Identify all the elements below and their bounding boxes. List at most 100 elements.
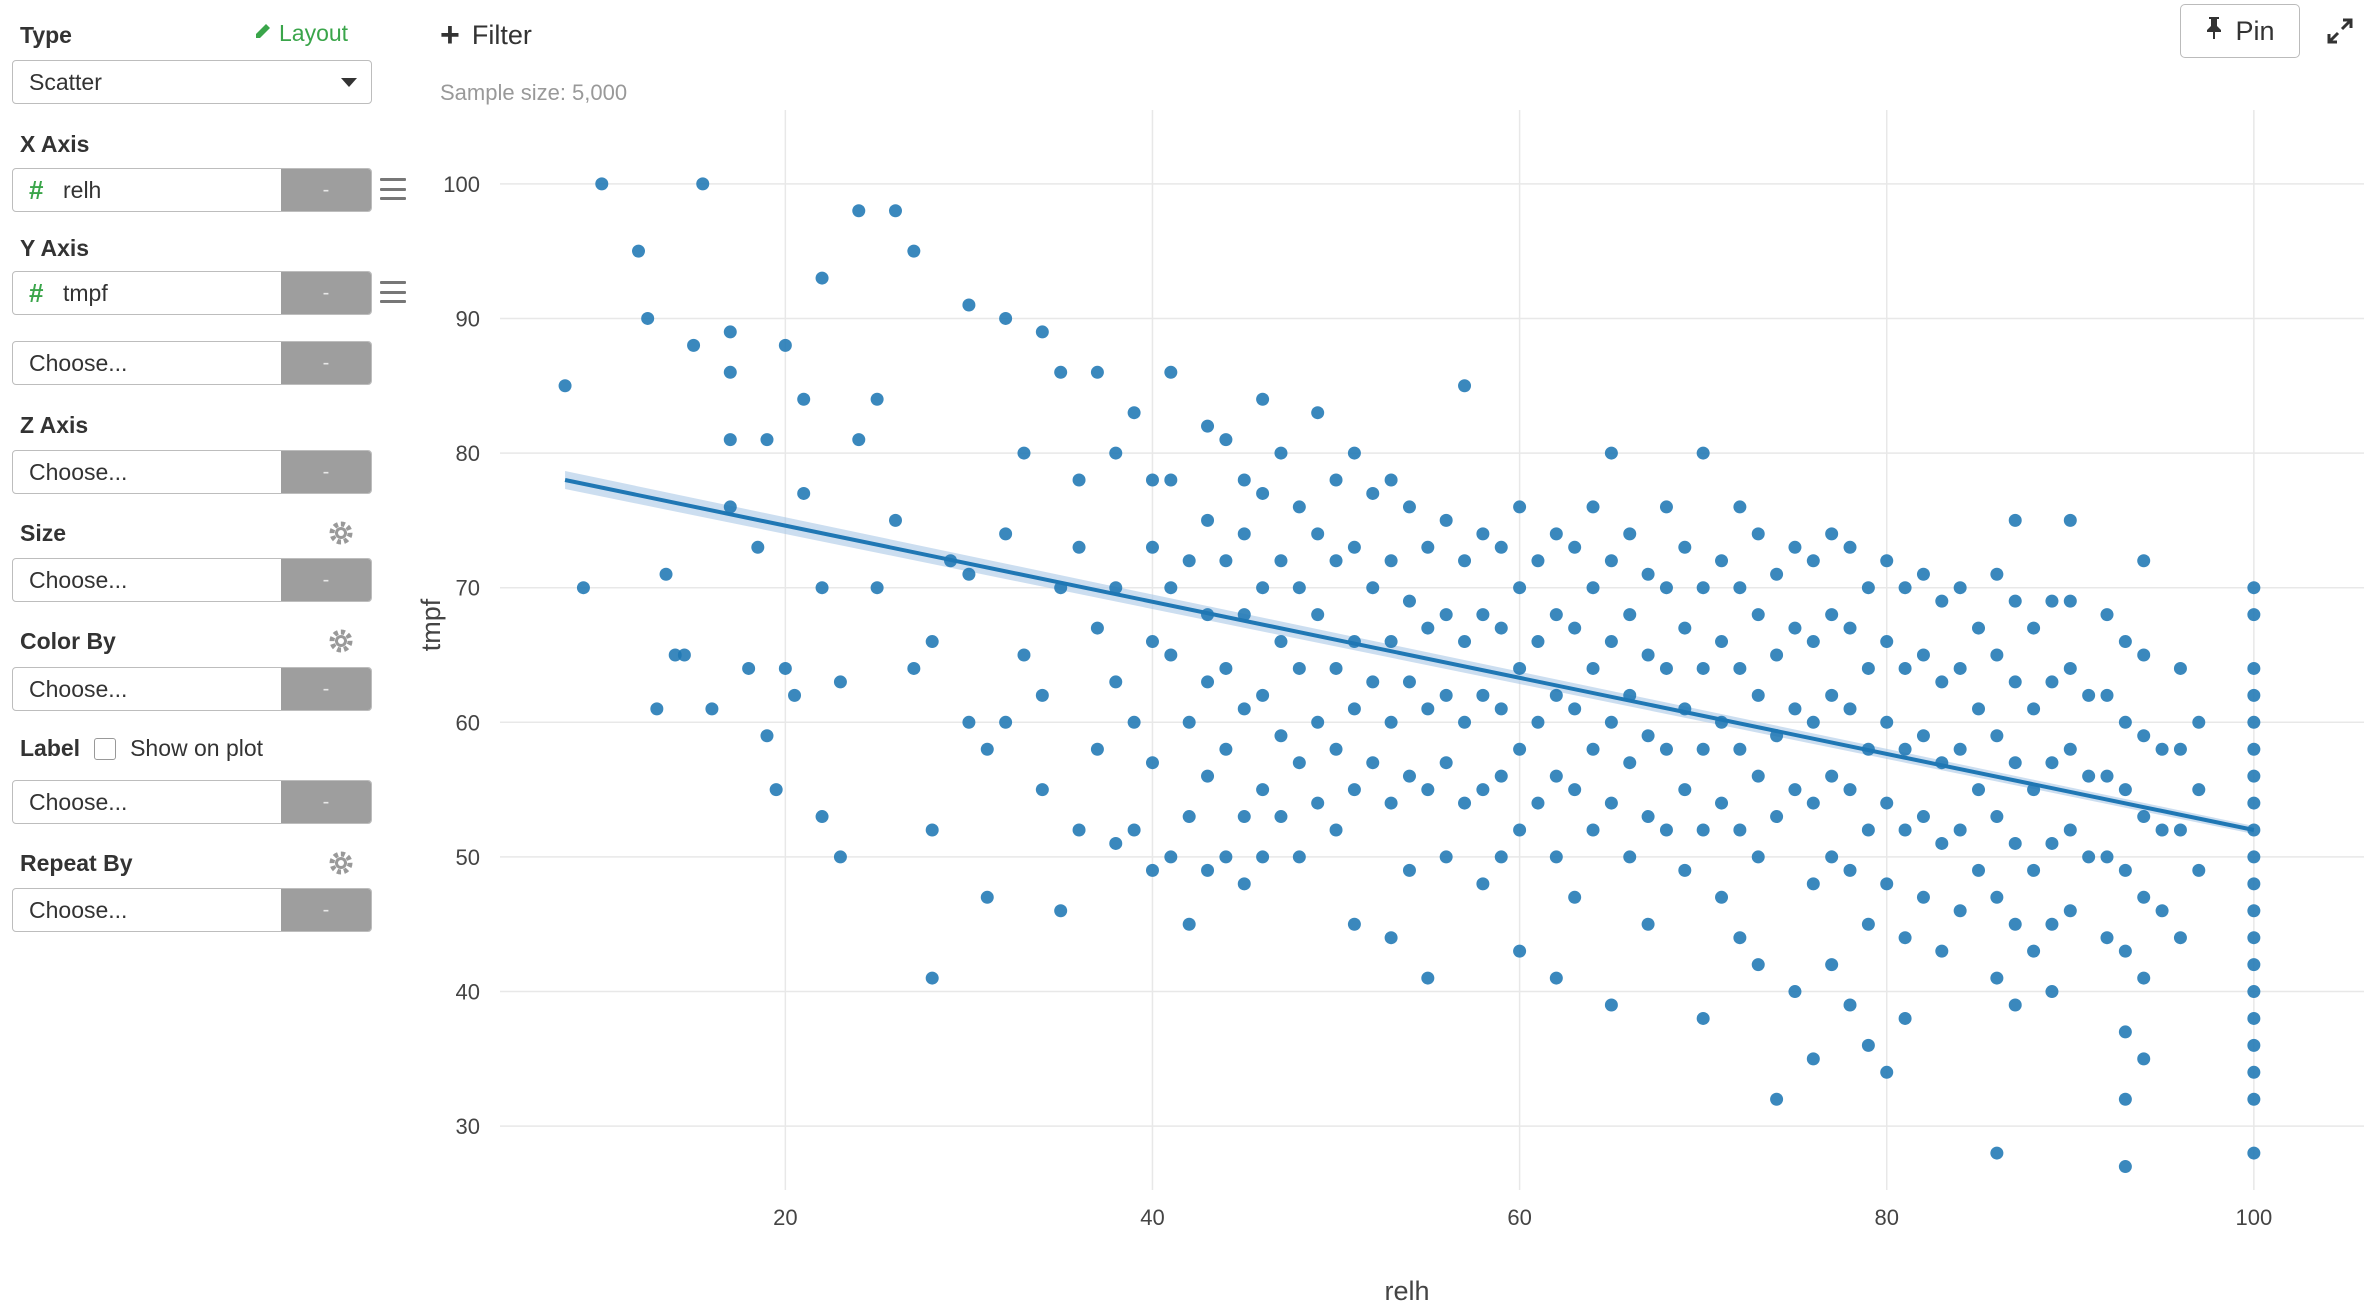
- scatter-point: [595, 177, 609, 191]
- scatter-point: [1072, 540, 1086, 554]
- size-label: Size: [20, 520, 67, 546]
- scatter-point: [2155, 742, 2169, 756]
- scatter-point: [1127, 406, 1141, 420]
- scatter-point: [1715, 554, 1729, 568]
- scatter-point: [2247, 1065, 2261, 1079]
- z-axis-value[interactable]: Choose...: [29, 458, 128, 485]
- scatter-point: [1641, 567, 1655, 581]
- scatter-point: [1384, 931, 1398, 945]
- x-axis-field[interactable]: # relh -: [12, 168, 372, 212]
- z-axis-remove-button[interactable]: -: [281, 451, 371, 493]
- y-axis-extra-field[interactable]: Choose... -: [12, 341, 372, 385]
- scatter-point: [907, 661, 921, 675]
- scatter-point: [1292, 581, 1306, 595]
- scatter-point: [1843, 998, 1857, 1012]
- x-axis-column[interactable]: # relh: [13, 169, 281, 211]
- scatter-point: [1696, 742, 1710, 756]
- scatter-point: [2100, 769, 2114, 783]
- scatter-point: [1990, 648, 2004, 662]
- scatter-point: [1237, 608, 1251, 622]
- y-axis-field[interactable]: # tmpf -: [12, 271, 372, 315]
- y-axis-column[interactable]: # tmpf: [13, 272, 281, 314]
- scatter-point: [1458, 796, 1472, 810]
- scatter-point: [1182, 715, 1196, 729]
- color-by-remove-button[interactable]: -: [281, 668, 371, 710]
- scatter-point: [1402, 500, 1416, 514]
- scatter-point: [1090, 742, 1104, 756]
- scatter-point: [723, 325, 737, 339]
- scatter-point: [1384, 473, 1398, 487]
- scatter-point: [1935, 944, 1949, 958]
- x-axis-value: relh: [63, 176, 102, 203]
- scatter-point: [2247, 715, 2261, 729]
- scatter-point: [1806, 635, 1820, 649]
- scatter-point: [1256, 783, 1270, 797]
- scatter-point: [2045, 675, 2059, 689]
- scatter-point: [2247, 608, 2261, 622]
- layout-link[interactable]: Layout: [253, 20, 348, 47]
- scatter-point: [1861, 661, 1875, 675]
- scatter-point: [2247, 742, 2261, 756]
- size-value[interactable]: Choose...: [29, 566, 128, 593]
- y-axis-extra-remove-button[interactable]: -: [281, 342, 371, 384]
- scatter-point: [1274, 446, 1288, 460]
- menu-icon[interactable]: [380, 178, 406, 200]
- scatter-point: [1402, 769, 1416, 783]
- scatter-point: [1513, 944, 1527, 958]
- scatter-point: [1182, 810, 1196, 824]
- scatter-point: [723, 433, 737, 447]
- scatter-point: [999, 311, 1013, 325]
- scatter-point: [2118, 1025, 2132, 1039]
- scatter-point: [1916, 567, 1930, 581]
- scatter-point: [1274, 729, 1288, 743]
- z-axis-field[interactable]: Choose... -: [12, 450, 372, 494]
- scatter-point: [1164, 365, 1178, 379]
- scatter-point: [2082, 850, 2096, 864]
- scatter-point: [1292, 756, 1306, 770]
- scatter-point: [925, 635, 939, 649]
- scatter-point: [1513, 581, 1527, 595]
- gear-icon[interactable]: [328, 520, 354, 546]
- scatter-point: [1439, 688, 1453, 702]
- scatter-point: [2137, 971, 2151, 985]
- scatter-point: [1145, 756, 1159, 770]
- scatter-point: [1825, 608, 1839, 622]
- scatter-point: [2137, 810, 2151, 824]
- color-by-value[interactable]: Choose...: [29, 675, 128, 702]
- expand-icon[interactable]: [2325, 16, 2355, 46]
- scatter-point: [2247, 769, 2261, 783]
- label-field[interactable]: Choose... -: [12, 780, 372, 824]
- scatter-point: [2027, 863, 2041, 877]
- label-remove-button[interactable]: -: [281, 781, 371, 823]
- size-remove-button[interactable]: -: [281, 559, 371, 601]
- color-by-field[interactable]: Choose... -: [12, 667, 372, 711]
- pin-button[interactable]: Pin: [2180, 4, 2300, 58]
- chart-type-select[interactable]: Scatter: [12, 60, 372, 104]
- scatter-point: [1604, 796, 1618, 810]
- repeat-by-field[interactable]: Choose... -: [12, 888, 372, 932]
- scatter-point: [1458, 379, 1472, 393]
- gear-icon[interactable]: [328, 628, 354, 654]
- y-tick-label: 90: [456, 306, 480, 331]
- scatter-point: [1531, 796, 1545, 810]
- menu-icon[interactable]: [380, 281, 406, 303]
- size-field[interactable]: Choose... -: [12, 558, 372, 602]
- scatter-point: [1990, 810, 2004, 824]
- scatter-point: [1916, 729, 1930, 743]
- filter-button[interactable]: + Filter: [440, 18, 532, 52]
- scatter-point: [2008, 998, 2022, 1012]
- scatter-point: [1623, 608, 1637, 622]
- repeat-by-label: Repeat By: [20, 850, 133, 876]
- repeat-by-value[interactable]: Choose...: [29, 896, 128, 923]
- label-value[interactable]: Choose...: [29, 788, 128, 815]
- x-axis-remove-button[interactable]: -: [281, 169, 371, 211]
- scatter-point: [1549, 769, 1563, 783]
- scatter-point: [1659, 500, 1673, 514]
- scatter-point: [1953, 823, 1967, 837]
- y-axis-remove-button[interactable]: -: [281, 272, 371, 314]
- repeat-by-remove-button[interactable]: -: [281, 889, 371, 931]
- y-axis-extra-value[interactable]: Choose...: [29, 349, 128, 376]
- gear-icon[interactable]: [328, 850, 354, 876]
- scatter-point: [1072, 823, 1086, 837]
- show-on-plot-checkbox[interactable]: [94, 737, 117, 760]
